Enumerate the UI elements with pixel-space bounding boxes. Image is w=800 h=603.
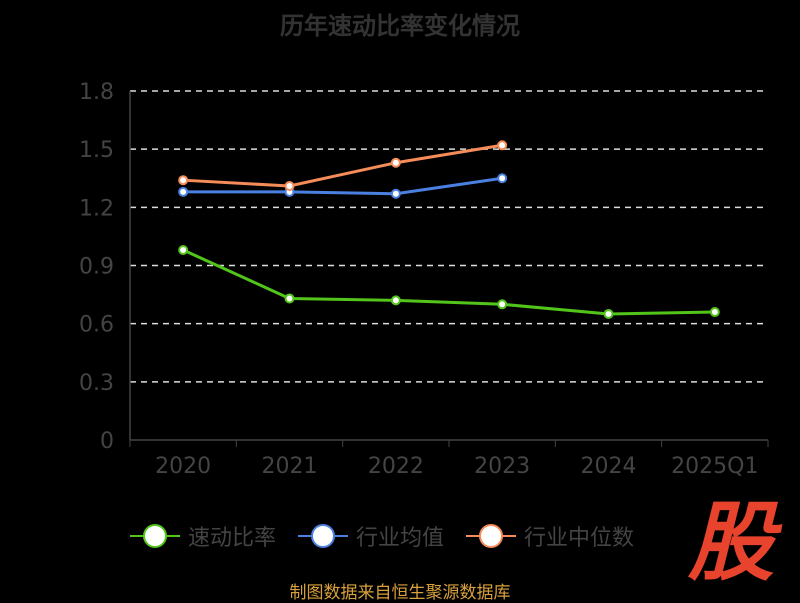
legend-item-industry-median[interactable]: 行业中位数 [466, 520, 634, 552]
source-note: 制图数据来自恒生聚源数据库 [289, 583, 511, 603]
legend-label: 行业均值 [356, 526, 445, 551]
data-point [178, 186, 189, 197]
chart-title: 历年速动比率变化情况 [280, 12, 520, 40]
data-point [603, 308, 614, 319]
data-point [178, 244, 189, 255]
data-point [709, 307, 720, 318]
data-point [390, 157, 401, 168]
legend: 速动比率 行业均值 行业中位数 [130, 520, 634, 552]
data-point [497, 299, 508, 310]
y-tick-label: 0 [100, 429, 114, 454]
y-tick-label: 1.8 [79, 80, 114, 105]
legend-item-quick-ratio[interactable]: 速动比率 [130, 520, 276, 552]
legend-marker [130, 524, 180, 548]
legend-marker [466, 524, 517, 548]
legend-item-industry-mean[interactable]: 行业均值 [298, 520, 444, 552]
y-tick-label: 1.2 [79, 196, 114, 221]
data-point [497, 140, 508, 151]
x-tick-label: 2023 [474, 454, 530, 479]
data-point [497, 173, 508, 184]
y-tick-label: 0.9 [79, 255, 114, 280]
series-line [182, 248, 715, 316]
x-tick-label: 2022 [368, 454, 424, 479]
logo: 股 [688, 493, 774, 593]
x-tick-label: 2020 [155, 454, 211, 479]
data-point [178, 175, 189, 186]
data-point [390, 295, 401, 306]
y-tick-label: 1.5 [79, 138, 114, 163]
series-line [183, 143, 503, 188]
x-tick-label: 2024 [581, 454, 637, 479]
legend-label: 速动比率 [188, 526, 277, 551]
y-tick-label: 0.3 [79, 371, 114, 396]
y-tick-label: 0.6 [79, 313, 114, 338]
data-point [284, 293, 295, 304]
series-line [183, 176, 503, 196]
data-point [284, 181, 295, 192]
x-tick-label: 2021 [262, 454, 318, 479]
data-point [390, 188, 401, 199]
legend-marker [298, 524, 349, 548]
x-tick-label: 2025Q1 [671, 454, 758, 479]
legend-label: 行业中位数 [524, 526, 635, 551]
